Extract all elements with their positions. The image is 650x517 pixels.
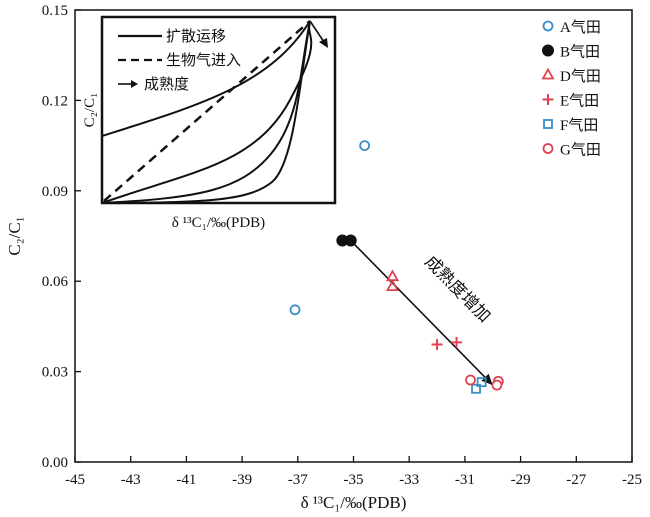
x-tick-label: -41 <box>176 472 196 488</box>
inset-arrow-line <box>309 20 325 43</box>
legend-label: F气田 <box>560 117 598 134</box>
legend-marker <box>542 20 554 32</box>
legend-marker <box>542 94 554 105</box>
legend-label: B气田 <box>560 44 600 61</box>
x-axis-title: δ ¹³C₁/‰(PDB) <box>301 493 407 512</box>
legend-marker <box>541 67 555 80</box>
y-tick-label: 0.06 <box>42 274 69 290</box>
inset-curve <box>101 20 313 204</box>
inset-x-axis-title: δ ¹³C₁/‰(PDB) <box>172 215 265 231</box>
x-tick-label: -31 <box>455 472 475 488</box>
data-point <box>451 336 463 348</box>
inset-curve <box>101 20 311 204</box>
x-tick-label: -35 <box>344 472 364 488</box>
x-tick-label: -43 <box>121 472 141 488</box>
legend-marker <box>542 44 554 57</box>
data-points <box>289 140 504 394</box>
legend: A气田 B气田 D气田 E气田 F气田 G气田 <box>541 19 601 159</box>
data-point <box>491 379 503 391</box>
inset-maturity-arrow <box>309 20 328 48</box>
x-axis-ticks: -45 -43 -41 -39 -37 -35 -33 -31 -29 -27 -25 <box>65 456 642 488</box>
series-1 <box>289 140 371 316</box>
maturity-increase-annotation: 成熟度增加 <box>421 251 495 326</box>
maturity-trend-arrow <box>350 239 494 386</box>
y-axis-title: C₂/C₁ <box>5 216 24 255</box>
data-point <box>289 304 301 316</box>
legend-label: D气田 <box>560 68 601 85</box>
x-tick-label: -25 <box>622 472 642 488</box>
series-3 <box>385 269 400 292</box>
series-6 <box>465 374 504 391</box>
legend-marker <box>543 119 553 129</box>
series-5 <box>471 377 487 394</box>
inset-legend-arrow-head <box>131 80 138 88</box>
series-4 <box>431 336 463 350</box>
data-point <box>359 140 371 152</box>
y-tick-label: 0.15 <box>42 3 68 19</box>
legend-label: A气田 <box>560 19 601 36</box>
trend-arrow-line <box>350 239 494 386</box>
x-tick-label: -27 <box>566 472 586 488</box>
inset-diffusion-curves <box>101 20 313 204</box>
inset-legend-label: 生物气进入 <box>166 52 241 69</box>
data-point <box>431 338 443 350</box>
legend-label: G气田 <box>560 142 601 159</box>
inset-curve <box>101 20 311 137</box>
data-point <box>465 374 476 386</box>
y-axis-ticks: 0.00 0.03 0.06 0.09 0.12 0.15 <box>42 3 81 471</box>
legend-marker <box>542 143 554 154</box>
inset-arrow-head <box>319 38 328 48</box>
inset-y-axis-title: C₂/C₁ <box>82 93 98 128</box>
y-tick-label: 0.03 <box>42 365 68 381</box>
series-2 <box>336 234 357 247</box>
data-point <box>344 234 357 247</box>
data-point <box>385 279 400 292</box>
inset-legend-label: 扩散运移 <box>166 28 226 45</box>
data-point <box>385 269 400 282</box>
y-tick-label: 0.12 <box>42 93 68 109</box>
y-tick-label: 0.09 <box>42 184 68 200</box>
inset-biogas-dashed-line <box>103 20 311 202</box>
x-tick-label: -33 <box>399 472 419 488</box>
y-tick-label: 0.00 <box>42 455 68 471</box>
data-point <box>471 383 481 394</box>
inset-legend-label: 成熟度 <box>144 76 189 93</box>
x-tick-label: -29 <box>511 472 531 488</box>
x-tick-label: -45 <box>65 472 85 488</box>
data-point <box>476 377 487 388</box>
legend-label: E气田 <box>560 93 599 110</box>
x-tick-label: -37 <box>288 472 308 488</box>
x-tick-label: -39 <box>232 472 252 488</box>
trend-arrow-head <box>481 373 493 386</box>
